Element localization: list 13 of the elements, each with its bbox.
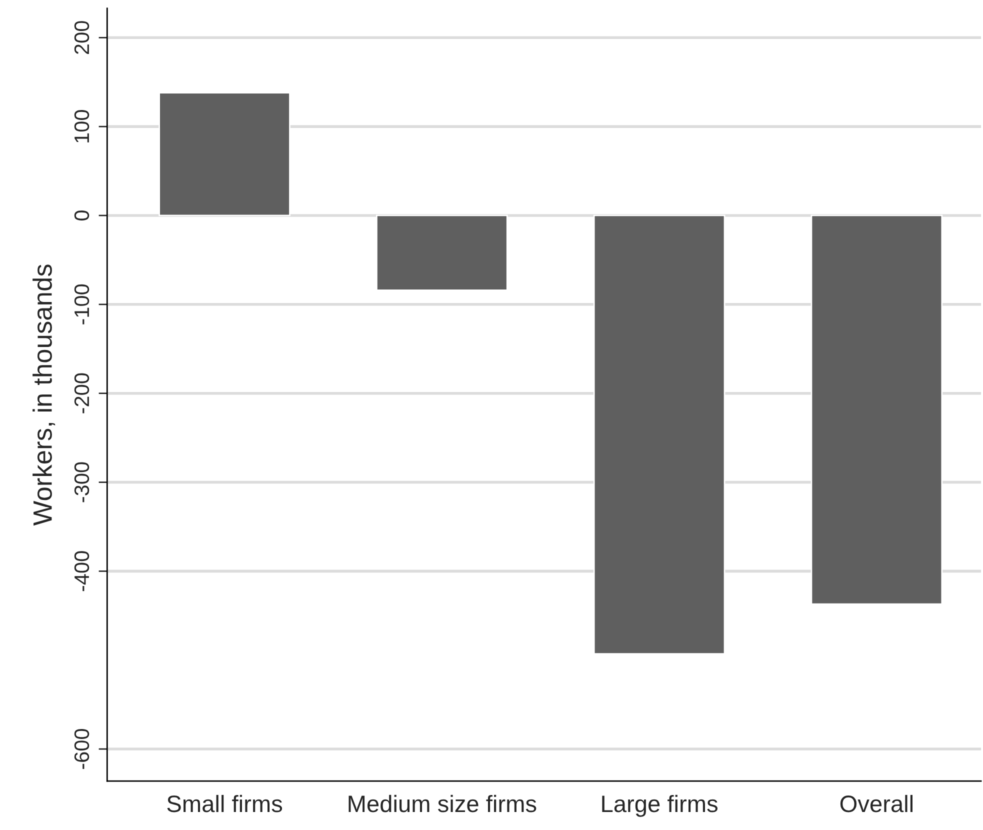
x-tick-label: Medium size firms [348,794,536,812]
y-tick-label: 100 [74,110,90,142]
y-tick-label: 200 [74,21,90,54]
y-tick-label: 0 [74,210,90,220]
y-tick-label: -100 [74,284,90,324]
x-tick-label: Large firms [602,794,718,817]
x-tick-label: Overall [840,794,913,812]
x-tick-label: Small firms [167,794,282,812]
y-tick-label: -200 [74,373,90,414]
y-tick-label: -400 [74,551,90,592]
y-tick-label: -600 [74,728,90,769]
y-tick-label: -300 [74,462,90,502]
y-axis-title: Workers, in thousands [32,264,56,526]
